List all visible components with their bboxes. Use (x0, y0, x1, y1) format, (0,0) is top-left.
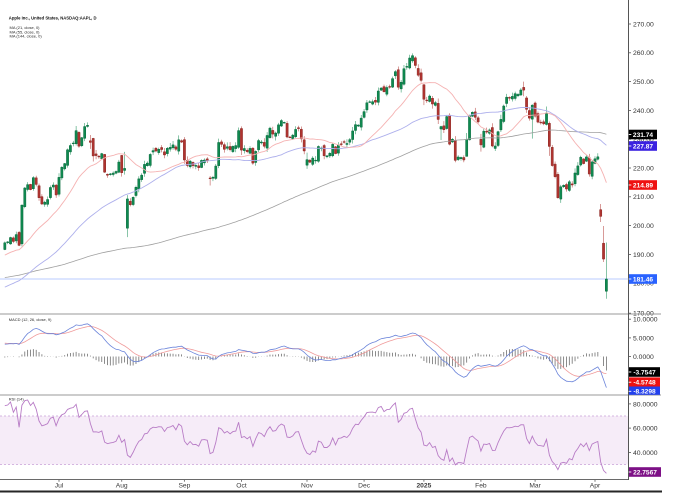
svg-text:181.46: 181.46 (633, 276, 654, 283)
svg-text:22.7567: 22.7567 (633, 469, 657, 476)
svg-text:Dec: Dec (358, 482, 371, 489)
svg-text:60.0000: 60.0000 (633, 426, 658, 433)
svg-text:2025: 2025 (416, 482, 431, 489)
svg-text:80.0000: 80.0000 (633, 401, 658, 408)
svg-text:Sep: Sep (178, 482, 190, 489)
svg-text:Apple Inc., United States, NAS: Apple Inc., United States, NASDAQ:AAPL, … (9, 15, 97, 20)
svg-text:220.00: 220.00 (633, 165, 654, 172)
svg-text:260.00: 260.00 (633, 50, 654, 57)
svg-text:Mar: Mar (529, 482, 541, 489)
svg-text:MA (144, close, 0): MA (144, close, 0) (10, 34, 43, 39)
svg-text:-8.3298: -8.3298 (633, 389, 656, 396)
svg-text:250.00: 250.00 (633, 79, 654, 86)
svg-text:-3.7547: -3.7547 (633, 369, 656, 376)
svg-text:Oct: Oct (236, 482, 247, 489)
svg-text:Nov: Nov (301, 482, 314, 489)
svg-text:214.89: 214.89 (633, 182, 654, 189)
svg-text:200.00: 200.00 (633, 223, 654, 230)
svg-text:MA (21, close, 0): MA (21, close, 0) (10, 25, 41, 30)
svg-text:MA (55, close, 0): MA (55, close, 0) (10, 29, 41, 34)
svg-text:40.0000: 40.0000 (633, 450, 658, 457)
svg-text:0.0000: 0.0000 (633, 354, 654, 361)
svg-text:190.00: 190.00 (633, 252, 654, 259)
svg-text:Feb: Feb (475, 482, 487, 489)
svg-text:210.00: 210.00 (633, 194, 654, 201)
svg-text:Aug: Aug (116, 482, 128, 489)
svg-text:231.74: 231.74 (633, 132, 654, 139)
svg-text:-4.5748: -4.5748 (633, 380, 656, 387)
svg-text:5.0000: 5.0000 (633, 335, 654, 342)
svg-text:Apr: Apr (590, 482, 601, 489)
svg-text:240.00: 240.00 (633, 108, 654, 115)
svg-text:Jul: Jul (55, 482, 64, 489)
svg-text:230.00: 230.00 (633, 137, 654, 144)
svg-text:227.87: 227.87 (633, 143, 654, 150)
svg-text:MACD (12, 26, close, 9): MACD (12, 26, close, 9) (9, 317, 52, 322)
svg-text:10.0000: 10.0000 (633, 317, 658, 324)
svg-text:180.00: 180.00 (633, 281, 654, 288)
svg-text:270.00: 270.00 (633, 21, 654, 28)
svg-text:RSI (14): RSI (14) (9, 396, 25, 401)
